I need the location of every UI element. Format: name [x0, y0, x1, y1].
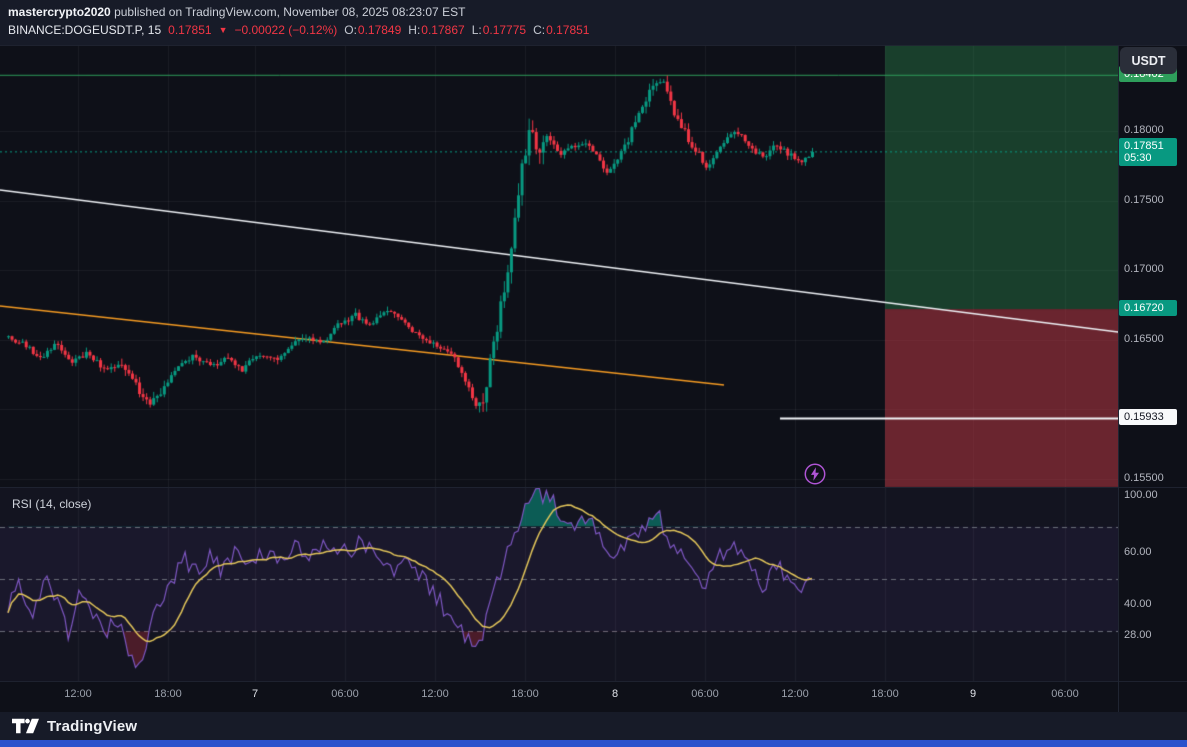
time-axis-label: 9 — [969, 688, 977, 700]
price-axis-label: 0.17000 — [1124, 263, 1164, 276]
time-axis-label: 12:00 — [421, 688, 449, 700]
price-axis-separator — [1118, 45, 1119, 712]
lightning-icon[interactable] — [804, 463, 826, 485]
header-bar: mastercrypto2020 published on TradingVie… — [0, 0, 1187, 45]
time-axis-label: 18:00 — [871, 688, 899, 700]
rsi-axis-label: 28.00 — [1124, 629, 1152, 642]
brand-accent-strip — [0, 740, 1187, 747]
price-axis-label: 0.15500 — [1124, 471, 1164, 484]
ohlc-open: O: 0.17849 — [344, 23, 402, 37]
footer-bar: TradingView — [0, 712, 1187, 740]
publish-info: published on TradingView.com, November 0… — [110, 5, 466, 19]
countdown-timer: 05:30 — [1124, 151, 1152, 164]
ohlc-close: C: 0.17851 — [533, 23, 590, 37]
symbol-name[interactable]: BINANCE:DOGEUSDT.P, 15 — [8, 23, 162, 37]
time-axis-label: 18:00 — [511, 688, 539, 700]
stop-price-label: 0.15933 — [1119, 409, 1177, 426]
time-axis-label: 8 — [611, 688, 619, 700]
time-axis[interactable]: 12:00 18:00 7 06:00 12:00 18:00 8 06:00 12:00 18:… — [0, 681, 1118, 712]
price-chart-canvas[interactable] — [0, 45, 1118, 681]
price-axis-label: 0.17500 — [1124, 193, 1164, 206]
time-axis-label: 18:00 — [154, 688, 182, 700]
time-axis-label: 06:00 — [1051, 688, 1079, 700]
time-axis-label: 06:00 — [331, 688, 359, 700]
time-axis-label: 7 — [251, 688, 259, 700]
last-price-label: 0.17851 05:30 — [1119, 137, 1177, 166]
symbol-info-bar: BINANCE:DOGEUSDT.P, 15 0.17851 ▼ −0.0002… — [8, 23, 589, 37]
ohlc-low: L: 0.17775 — [471, 23, 527, 37]
entry-price-label: 0.16720 — [1119, 300, 1177, 317]
header-separator — [0, 45, 1187, 46]
pane-separator[interactable] — [0, 487, 1187, 488]
time-axis-label: 12:00 — [781, 688, 809, 700]
down-arrow-icon: ▼ — [218, 25, 228, 35]
last-price: 0.17851 — [168, 23, 212, 37]
time-axis-separator — [0, 681, 1187, 682]
price-axis-label: 0.16500 — [1124, 332, 1164, 345]
price-change: −0.00022 (−0.12%) — [234, 23, 338, 37]
tradingview-logo-icon[interactable] — [12, 716, 39, 736]
time-axis-label: 12:00 — [64, 688, 92, 700]
price-axis[interactable]: 0.18402 0.18000 0.17851 05:30 0.17500 0.17000… — [1118, 45, 1187, 681]
rsi-axis-label: 100.00 — [1124, 489, 1158, 501]
time-axis-label: 06:00 — [691, 688, 719, 700]
price-axis-label: 0.18000 — [1124, 124, 1164, 137]
ohlc-high: H: 0.17867 — [408, 23, 465, 37]
author-name[interactable]: mastercrypto2020 — [8, 5, 111, 19]
rsi-axis-label: 40.00 — [1124, 598, 1152, 611]
rsi-indicator-label[interactable]: RSI (14, close) — [12, 497, 92, 511]
brand-name[interactable]: TradingView — [47, 717, 138, 735]
currency-toggle-button[interactable]: USDT — [1120, 47, 1177, 74]
rsi-axis-label: 60.00 — [1124, 545, 1152, 558]
publish-line: mastercrypto2020 published on TradingVie… — [8, 5, 465, 19]
